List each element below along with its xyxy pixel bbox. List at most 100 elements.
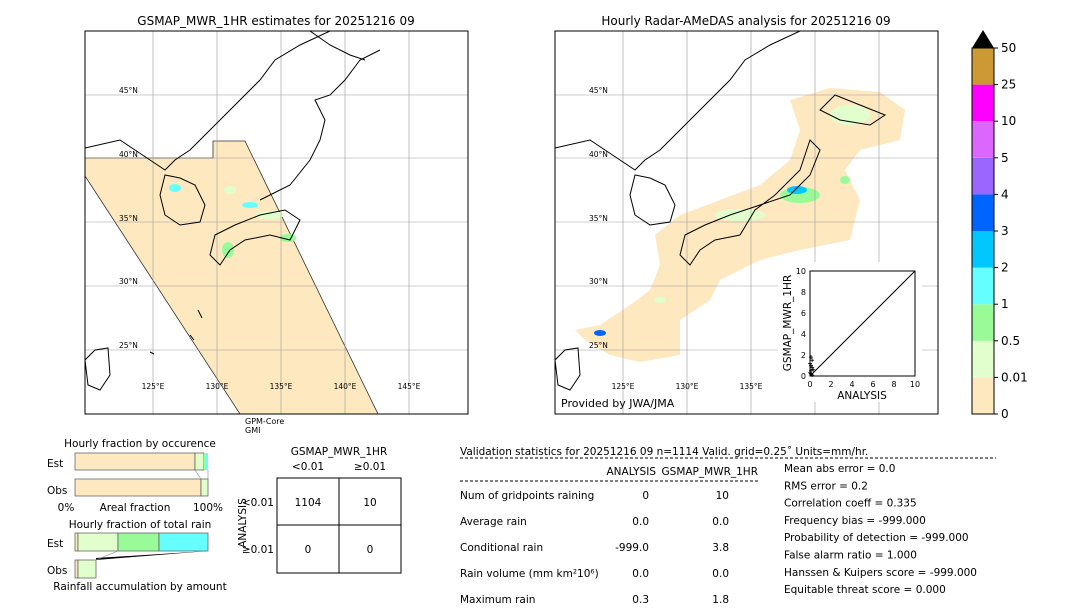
- colorbar-label: 0.01: [1001, 370, 1028, 384]
- stats-row-label: Rain volume (mm km²10⁶): [460, 568, 599, 580]
- right-map-title: Hourly Radar-AMeDAS analysis for 2025121…: [601, 14, 890, 28]
- colorbar-label: 3: [1001, 224, 1009, 238]
- scatter-xtick: 10: [910, 380, 920, 389]
- colorbar-segment: [972, 267, 994, 305]
- svg-text:135°E: 135°E: [740, 382, 763, 391]
- left-gridlines: [85, 31, 468, 414]
- contingency-col-lt: <0.01: [292, 461, 324, 473]
- swath-label-instrument: GMI: [245, 426, 260, 435]
- cell-hits-neg: 1104: [295, 497, 322, 509]
- scatter-ylabel: GSMAP_MWR_1HR: [782, 275, 794, 371]
- colorbar: 0 0.01 0.5 1 2 3 4 5 10 25 50: [971, 30, 1028, 421]
- scatter-point: [809, 363, 814, 368]
- left-lat-labels: 45°N 40°N 35°N 30°N 25°N: [119, 86, 138, 350]
- stats-row-gsmap: 3.8: [712, 542, 729, 554]
- validation-stats: Validation statistics for 20251216 09 n=…: [460, 446, 996, 606]
- colorbar-segment: [972, 48, 994, 85]
- swath-label-sensor: GPM-Core: [245, 417, 284, 426]
- colorbar-segment: [972, 340, 994, 378]
- contingency-row-ge: ≥0.01: [242, 544, 274, 556]
- total-rain-obs-label: Obs: [47, 565, 67, 577]
- svg-text:145°E: 145°E: [398, 382, 421, 391]
- svg-text:125°E: 125°E: [612, 382, 635, 391]
- scatter-points: [808, 355, 816, 377]
- left-map-frame: [84, 30, 469, 415]
- occurrence-obs-label: Obs: [47, 485, 67, 497]
- cell-false-alarm: 10: [363, 497, 376, 509]
- svg-text:35°N: 35°N: [589, 214, 608, 223]
- right-lon-labels: 125°E 130°E 135°E: [612, 382, 763, 391]
- stats-row-analysis: -999.0: [615, 542, 649, 554]
- colorbar-segment: [972, 304, 994, 341]
- svg-text:45°N: 45°N: [119, 86, 138, 95]
- occurrence-title: Hourly fraction by occurence: [64, 438, 216, 450]
- stats-row-gsmap: 0.0: [712, 516, 729, 528]
- stats-row-analysis: 0.3: [632, 594, 649, 606]
- contingency-table: GSMAP_MWR_1HR <0.01 ≥0.01 ANALYSIS <0.01…: [237, 446, 402, 574]
- stats-row-label: Num of gridpoints raining: [460, 490, 594, 502]
- stats-row: Average rain 0.0 0.0: [460, 516, 729, 528]
- stats-row-analysis: 0.0: [632, 568, 649, 580]
- stats-row-gsmap: 1.8: [712, 594, 729, 606]
- occurrence-x-min: 0%: [58, 502, 75, 514]
- stats-score: Frequency bias = -999.000: [784, 515, 926, 527]
- colorbar-label: 0.5: [1001, 334, 1020, 348]
- colorbar-segment: [972, 231, 994, 268]
- svg-text:45°N: 45°N: [589, 86, 608, 95]
- svg-text:40°N: 40°N: [119, 150, 138, 159]
- svg-text:130°E: 130°E: [676, 382, 699, 391]
- stats-col-analysis: ANALYSIS: [606, 466, 656, 478]
- scatter-point: [808, 361, 812, 366]
- left-map: 45°N 40°N 35°N 30°N 25°N 125°E 130°E 135…: [85, 31, 468, 414]
- right-coastlines: [555, 31, 887, 391]
- scatter-inset: 00 2 2 4 4 6 6 8 8 10 10 ANALYSIS GSMAP_MWR_1HR: [778, 262, 922, 402]
- contingency-row-axis: ANALYSIS: [237, 498, 249, 548]
- scatter-xtick: 0: [807, 380, 812, 389]
- stats-row-gsmap: 0.0: [712, 568, 729, 580]
- stats-score: RMS error = 0.2: [784, 480, 868, 492]
- scatter-ytick: 2: [801, 351, 806, 360]
- scatter-xtick: 6: [870, 380, 875, 389]
- contingency-col-ge: ≥0.01: [354, 461, 386, 473]
- total-rain-chart: Hourly fraction of total rain Est Obs Ra…: [47, 519, 227, 593]
- scatter-ytick: 4: [801, 330, 806, 339]
- contingency-title: GSMAP_MWR_1HR: [291, 446, 387, 458]
- stats-score: Probability of detection = -999.000: [784, 532, 969, 544]
- colorbar-segment: [972, 194, 994, 231]
- scatter-xlabel: ANALYSIS: [837, 390, 887, 402]
- left-lon-labels: 125°E 130°E 135°E 140°E 145°E: [142, 382, 421, 391]
- data-credit: Provided by JWA/JMA: [561, 397, 675, 410]
- right-map: 45°N 40°N 35°N 30°N 25°N 125°E 130°E 135…: [555, 31, 938, 414]
- scatter-ytick: 10: [796, 267, 806, 276]
- svg-text:30°N: 30°N: [589, 277, 608, 286]
- cell-miss: 0: [305, 544, 312, 556]
- stats-score: Correlation coeff = 0.335: [784, 498, 917, 510]
- colorbar-segment: [972, 121, 994, 158]
- occurrence-x-label: Areal fraction: [100, 502, 171, 514]
- scatter-xtick: 2: [828, 380, 833, 389]
- stats-row: Rain volume (mm km²10⁶) 0.0 0.0: [460, 568, 729, 580]
- svg-text:25°N: 25°N: [589, 341, 608, 350]
- svg-text:125°E: 125°E: [142, 382, 165, 391]
- total-rain-est-label: Est: [47, 538, 63, 550]
- right-lat-labels: 45°N 40°N 35°N 30°N 25°N: [589, 86, 608, 350]
- stats-score: Hanssen & Kuipers score = -999.000: [784, 567, 977, 579]
- svg-text:140°E: 140°E: [334, 382, 357, 391]
- right-map-frame: [554, 30, 939, 415]
- stats-col-gsmap: GSMAP_MWR_1HR: [662, 466, 758, 478]
- stats-score: Equitable threat score = 0.000: [784, 584, 946, 596]
- colorbar-extend-triangle: [972, 30, 994, 48]
- scatter-point: [809, 355, 814, 360]
- scatter-ytick: 8: [801, 288, 806, 297]
- colorbar-label: 10: [1001, 114, 1016, 128]
- colorbar-label: 1: [1001, 297, 1009, 311]
- svg-text:135°E: 135°E: [270, 382, 293, 391]
- colorbar-segment: [972, 377, 994, 414]
- stats-row-label: Maximum rain: [460, 594, 535, 606]
- diagonal-line: [809, 270, 916, 377]
- stats-header: Validation statistics for 20251216 09 n=…: [460, 446, 868, 458]
- stats-row: Conditional rain -999.0 3.8: [460, 542, 729, 554]
- scatter-point: [810, 365, 815, 370]
- satellite-swath: [85, 140, 379, 414]
